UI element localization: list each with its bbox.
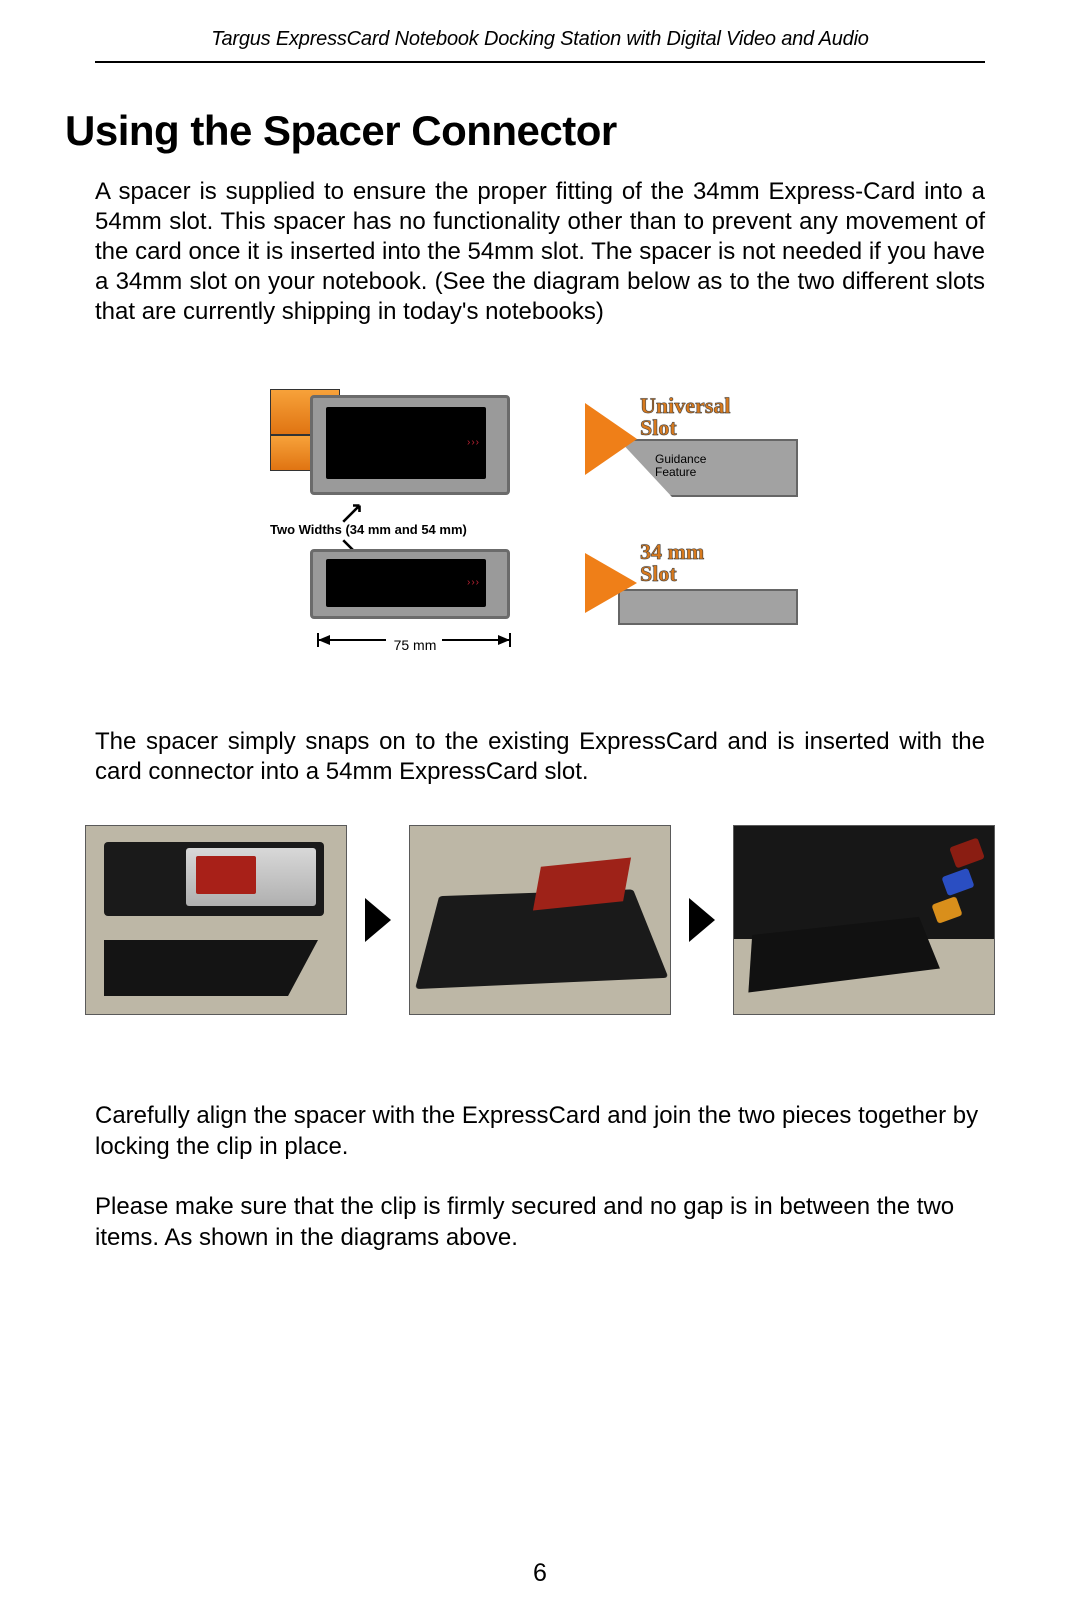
- photo-step-2: [409, 825, 671, 1015]
- arrow-top-head: [585, 403, 637, 475]
- header-product-title: Targus ExpressCard Notebook Docking Stat…: [95, 28, 985, 61]
- align-paragraph: Carefully align the spacer with the Expr…: [95, 1101, 985, 1162]
- guidance-feature-label: Guidance Feature: [655, 453, 706, 479]
- photo-step-1: [85, 825, 347, 1015]
- secure-paragraph: Please make sure that the clip is firmly…: [95, 1192, 985, 1253]
- slot-34mm-label: 34 mm Slot: [640, 541, 704, 585]
- card-34mm-inner: ›››: [326, 559, 486, 607]
- header-divider: [95, 61, 985, 63]
- sequence-arrow-icon: [689, 898, 715, 942]
- slot-diagram: ››› Universal Slot Guidance Feature Two …: [95, 389, 985, 679]
- photo-step-3: [733, 825, 995, 1015]
- universal-slot-shape: [618, 439, 798, 497]
- slot-34mm-shape: [618, 589, 798, 625]
- two-widths-label: Two Widths (34 mm and 54 mm): [270, 522, 467, 537]
- snap-paragraph: The spacer simply snaps on to the existi…: [95, 727, 985, 787]
- page-title: Using the Spacer Connector: [65, 107, 985, 155]
- dimension-75mm-label: 75 mm: [330, 637, 500, 653]
- page-number: 6: [0, 1559, 1080, 1588]
- intro-paragraph: A spacer is supplied to ensure the prope…: [95, 177, 985, 327]
- sequence-arrow-icon: [365, 898, 391, 942]
- photo-sequence: [85, 825, 995, 1015]
- arrow-bot-head: [585, 553, 637, 613]
- universal-slot-label: Universal Slot: [640, 395, 730, 439]
- card-54mm-inner: ›››: [326, 407, 486, 479]
